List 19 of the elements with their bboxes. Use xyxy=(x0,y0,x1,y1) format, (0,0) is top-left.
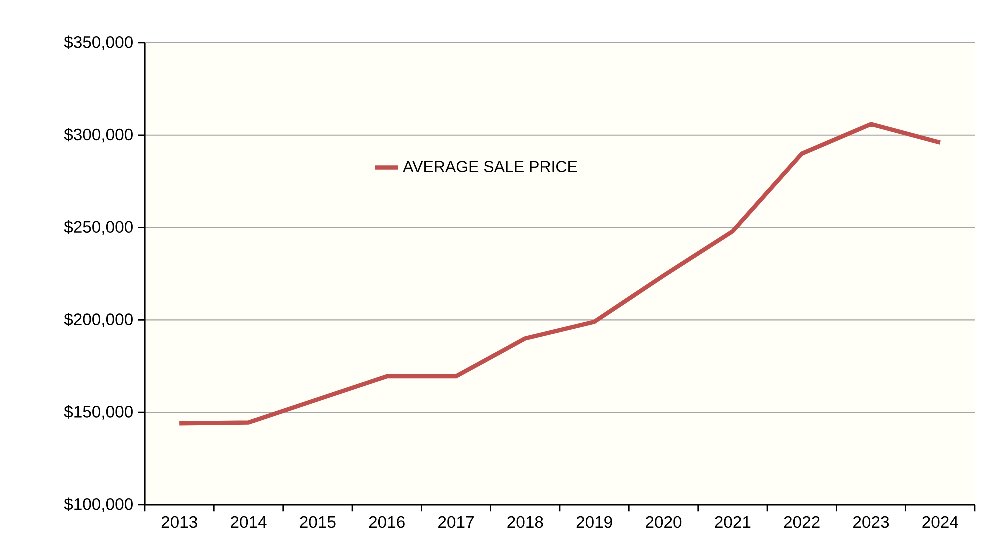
legend-label: AVERAGE SALE PRICE xyxy=(403,161,578,172)
y-tick-label: $300,000 xyxy=(64,128,133,143)
y-tick-label: $250,000 xyxy=(64,220,133,236)
x-tick-label: 2019 xyxy=(576,516,612,528)
x-tick-label: 2015 xyxy=(300,516,336,528)
x-tick-label: 2020 xyxy=(646,516,682,528)
y-tick-label: $100,000 xyxy=(64,498,133,512)
y-tick-label: $350,000 xyxy=(64,36,133,50)
y-tick-label: $200,000 xyxy=(64,312,133,328)
x-tick-label: 2018 xyxy=(508,516,544,528)
x-tick-label: 2017 xyxy=(438,516,474,528)
x-tick-label: 2024 xyxy=(922,516,958,528)
x-tick-label: 2014 xyxy=(231,516,267,528)
x-tick-label: 2016 xyxy=(369,516,405,528)
x-tick-label: 2013 xyxy=(162,516,198,528)
x-tick-label: 2023 xyxy=(854,516,890,528)
y-tick-label: $150,000 xyxy=(64,405,133,420)
x-tick-label: 2022 xyxy=(784,516,820,528)
x-tick-label: 2021 xyxy=(715,516,751,528)
